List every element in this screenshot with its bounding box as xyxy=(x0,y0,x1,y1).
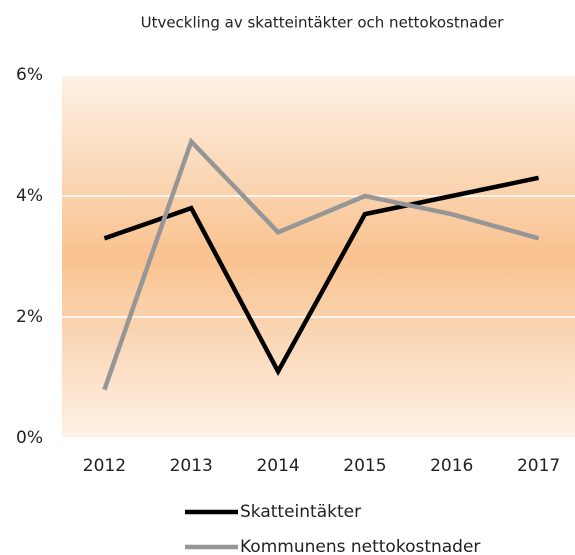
plot-background xyxy=(62,75,575,438)
x-tick-label: 2015 xyxy=(343,456,386,476)
legend-label: Skatteintäkter xyxy=(240,502,361,522)
legend-label: Kommunens nettokostnader xyxy=(240,537,480,555)
line-series xyxy=(102,137,540,391)
chart-title: Utveckling av skatteintäkter och nettoko… xyxy=(141,14,505,32)
x-tick-label: 2013 xyxy=(170,456,213,476)
x-tick-label: 2016 xyxy=(430,456,473,476)
x-tick-label: 2014 xyxy=(256,456,299,476)
y-tick-label: 2% xyxy=(16,307,43,327)
line-series xyxy=(103,175,540,377)
x-tick-label: 2017 xyxy=(517,456,560,476)
y-tick-label: 4% xyxy=(16,186,43,206)
y-tick-label: 6% xyxy=(16,65,43,85)
x-tick-label: 2012 xyxy=(83,456,126,476)
y-tick-label: 0% xyxy=(16,428,43,448)
